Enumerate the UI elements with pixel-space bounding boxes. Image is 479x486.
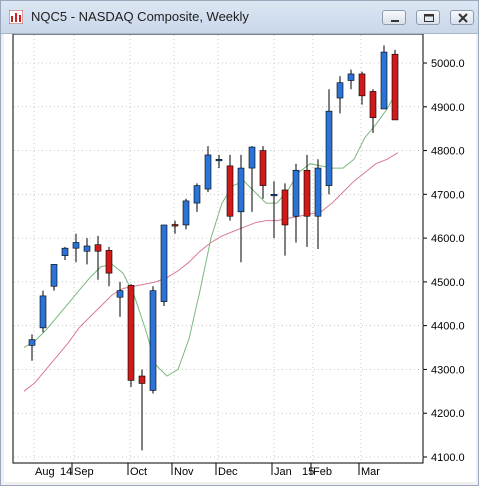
candle-up xyxy=(380,51,388,110)
title-bar[interactable]: NQC5 - NASDAQ Composite, Weekly xyxy=(1,1,478,34)
x-tick-label: Oct xyxy=(130,466,147,478)
candle-down xyxy=(369,91,377,119)
y-tick-label: 4900.0 xyxy=(431,102,465,114)
window-title: NQC5 - NASDAQ Composite, Weekly xyxy=(31,9,249,24)
candle-up xyxy=(61,247,69,256)
x-tick-label: Dec xyxy=(218,466,238,478)
candle-down xyxy=(94,244,102,252)
candle-up xyxy=(204,154,212,190)
grid-lines xyxy=(14,35,423,463)
candle-up xyxy=(83,245,91,252)
candle-up xyxy=(237,167,245,213)
y-tick-label: 5000.0 xyxy=(431,58,465,70)
candle-down xyxy=(281,189,289,226)
y-tick-label: 4800.0 xyxy=(431,146,465,158)
candle-up xyxy=(193,185,201,204)
minimize-icon xyxy=(391,20,399,22)
close-button[interactable] xyxy=(450,10,474,25)
x-tick-label: 14 xyxy=(60,466,72,478)
y-tick-label: 4400.0 xyxy=(431,321,465,333)
candle-up xyxy=(72,242,80,249)
candle-up xyxy=(336,82,344,99)
x-tick-label: Feb xyxy=(313,466,332,478)
candle-up xyxy=(50,264,58,287)
y-tick-label: 4300.0 xyxy=(431,364,465,376)
restore-button[interactable] xyxy=(416,10,440,25)
restore-icon xyxy=(424,14,434,22)
candle-up xyxy=(160,224,168,302)
candle-down xyxy=(127,285,135,381)
candle-up xyxy=(292,169,300,217)
chart-app-icon xyxy=(9,10,23,24)
y-tick-label: 4700.0 xyxy=(431,189,465,201)
candle-up xyxy=(314,167,322,217)
candle-down xyxy=(303,169,311,217)
candle-up xyxy=(182,200,190,226)
candle-up xyxy=(347,73,355,81)
y-tick-label: 4500.0 xyxy=(431,277,465,289)
candle-down xyxy=(105,250,113,274)
candle-up xyxy=(325,110,333,186)
x-tick-label: Jan xyxy=(274,466,292,478)
x-tick-label: Mar xyxy=(361,466,380,478)
candle-down xyxy=(259,150,267,186)
ma-fast-line xyxy=(23,89,399,377)
candle-up xyxy=(149,290,157,391)
candle-up xyxy=(248,146,256,169)
ma-slow-line xyxy=(23,152,399,392)
close-icon xyxy=(458,13,468,23)
chart-area[interactable]: 5000.0 4900.0 4800.0 4700.0 4600.0 4500.0 4400… xyxy=(4,34,476,482)
moving-averages xyxy=(23,89,399,392)
y-axis: 5000.0 4900.0 4800.0 4700.0 4600.0 4500.0 4400… xyxy=(423,58,465,464)
candle-down xyxy=(138,375,146,384)
candle-down xyxy=(171,224,179,227)
candle-down xyxy=(391,53,399,121)
minimize-button[interactable] xyxy=(382,10,406,25)
candle-up xyxy=(39,295,47,329)
candlestick-chart[interactable]: 5000.0 4900.0 4800.0 4700.0 4600.0 4500.0 4400… xyxy=(4,34,476,482)
candle-up xyxy=(270,194,278,197)
y-tick-label: 4100.0 xyxy=(431,452,465,464)
y-tick-label: 4200.0 xyxy=(431,408,465,420)
candle-up xyxy=(28,339,36,346)
candle-down xyxy=(226,165,234,217)
candle-up xyxy=(116,290,124,298)
candles xyxy=(28,45,399,451)
x-tick-label: Nov xyxy=(174,466,194,478)
candle-up xyxy=(215,159,223,162)
candle-down xyxy=(358,73,366,97)
x-tick-label: Sep xyxy=(74,466,94,478)
x-tick-label: Aug xyxy=(35,466,55,478)
y-tick-label: 4600.0 xyxy=(431,233,465,245)
